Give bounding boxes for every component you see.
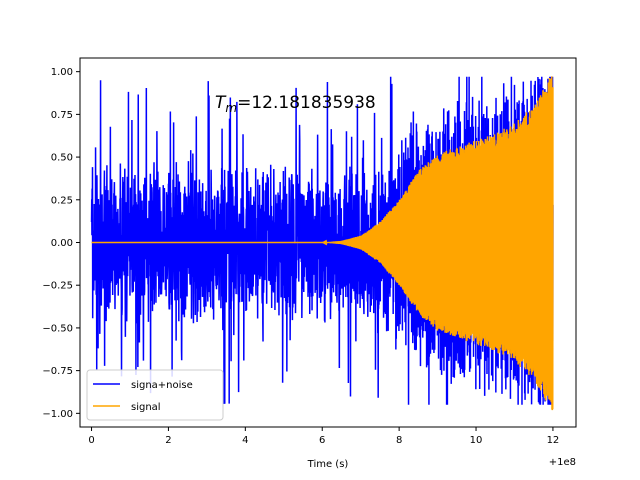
- x-tick-label: 12: [547, 435, 560, 446]
- x-tick-label: 4: [242, 435, 248, 446]
- annotation-symbol: T: [215, 93, 227, 113]
- y-tick-label: 0.50: [51, 153, 73, 164]
- series-line-signal: [91, 76, 554, 411]
- legend-label-signa-noise: signa+noise: [131, 380, 193, 391]
- x-axis-offset-label: +1e8: [549, 457, 576, 468]
- x-tick-label: 10: [470, 435, 483, 446]
- y-axis: −1.00 −0.75 −0.50 −0.25 0.00 0.25 0.50 0.75 1.00: [42, 67, 80, 420]
- y-tick-label: 0.25: [51, 195, 73, 206]
- x-tick-label: 0: [88, 435, 94, 446]
- legend: signa+noise signal: [86, 369, 224, 421]
- x-axis-label: Time (s): [307, 459, 349, 470]
- tm-annotation: Tm=12.181835938: [215, 93, 376, 115]
- x-axis: 0 2 4 6 8 10 12: [88, 427, 559, 446]
- annotation-value: =12.181835938: [237, 93, 376, 113]
- y-tick-label: −0.25: [42, 281, 73, 292]
- legend-label-signal: signal: [131, 402, 161, 413]
- data-layer: [90, 76, 554, 411]
- y-tick-label: 0.00: [51, 238, 73, 249]
- x-tick-label: 2: [165, 435, 171, 446]
- x-tick-label: 6: [319, 435, 325, 446]
- y-tick-label: 1.00: [51, 67, 73, 78]
- annotation-subscript: m: [225, 101, 237, 115]
- y-tick-label: 0.75: [51, 110, 73, 121]
- y-tick-label: −0.50: [42, 323, 73, 334]
- legend-box: [86, 369, 224, 421]
- x-tick-label: 8: [396, 435, 402, 446]
- y-tick-label: −1.00: [42, 409, 73, 420]
- y-tick-label: −0.75: [42, 366, 73, 377]
